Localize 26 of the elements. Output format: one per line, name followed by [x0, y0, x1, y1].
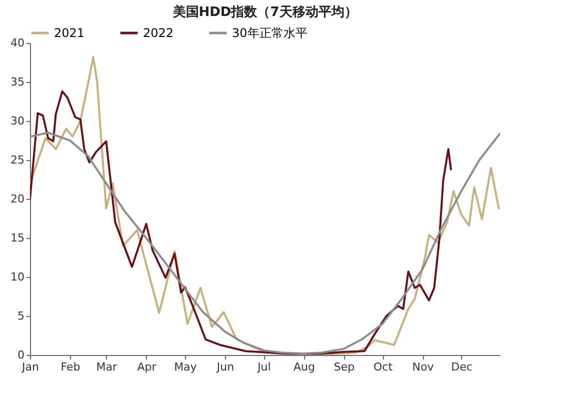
- x-tick-label: Apr: [137, 360, 157, 374]
- line-series: [30, 90, 452, 354]
- y-tick-label: 15: [10, 232, 24, 244]
- x-tick-label: May: [174, 360, 198, 374]
- legend-label: 30年正常水平: [232, 26, 308, 40]
- x-tick-label: Aug: [293, 360, 315, 374]
- y-tick-label: 10: [10, 270, 24, 284]
- y-tick-label: 40: [10, 36, 24, 50]
- x-tick-label: Nov: [412, 360, 434, 374]
- y-tick-label: 30: [10, 114, 24, 128]
- legend-label: 2021: [54, 26, 85, 40]
- x-tick-label: Mar: [96, 360, 118, 374]
- y-tick-label: 25: [10, 154, 24, 166]
- legend-label: 2022: [143, 26, 174, 40]
- x-tick-label: Sep: [334, 360, 355, 374]
- x-tick-label: Dec: [451, 360, 472, 374]
- x-tick-label: Jun: [216, 360, 234, 374]
- x-tick-label: Jul: [256, 360, 271, 374]
- x-tick-label: Feb: [60, 360, 80, 374]
- chart-title: 美国HDD指数（7天移动平均）: [172, 4, 358, 20]
- y-tick-label: 20: [10, 192, 24, 206]
- x-tick-label: Oct: [373, 360, 394, 374]
- x-tick-label: Jan: [21, 360, 39, 374]
- y-tick-label: 0: [18, 348, 24, 362]
- y-tick-label: 35: [10, 76, 24, 88]
- y-tick-label: 5: [18, 310, 24, 322]
